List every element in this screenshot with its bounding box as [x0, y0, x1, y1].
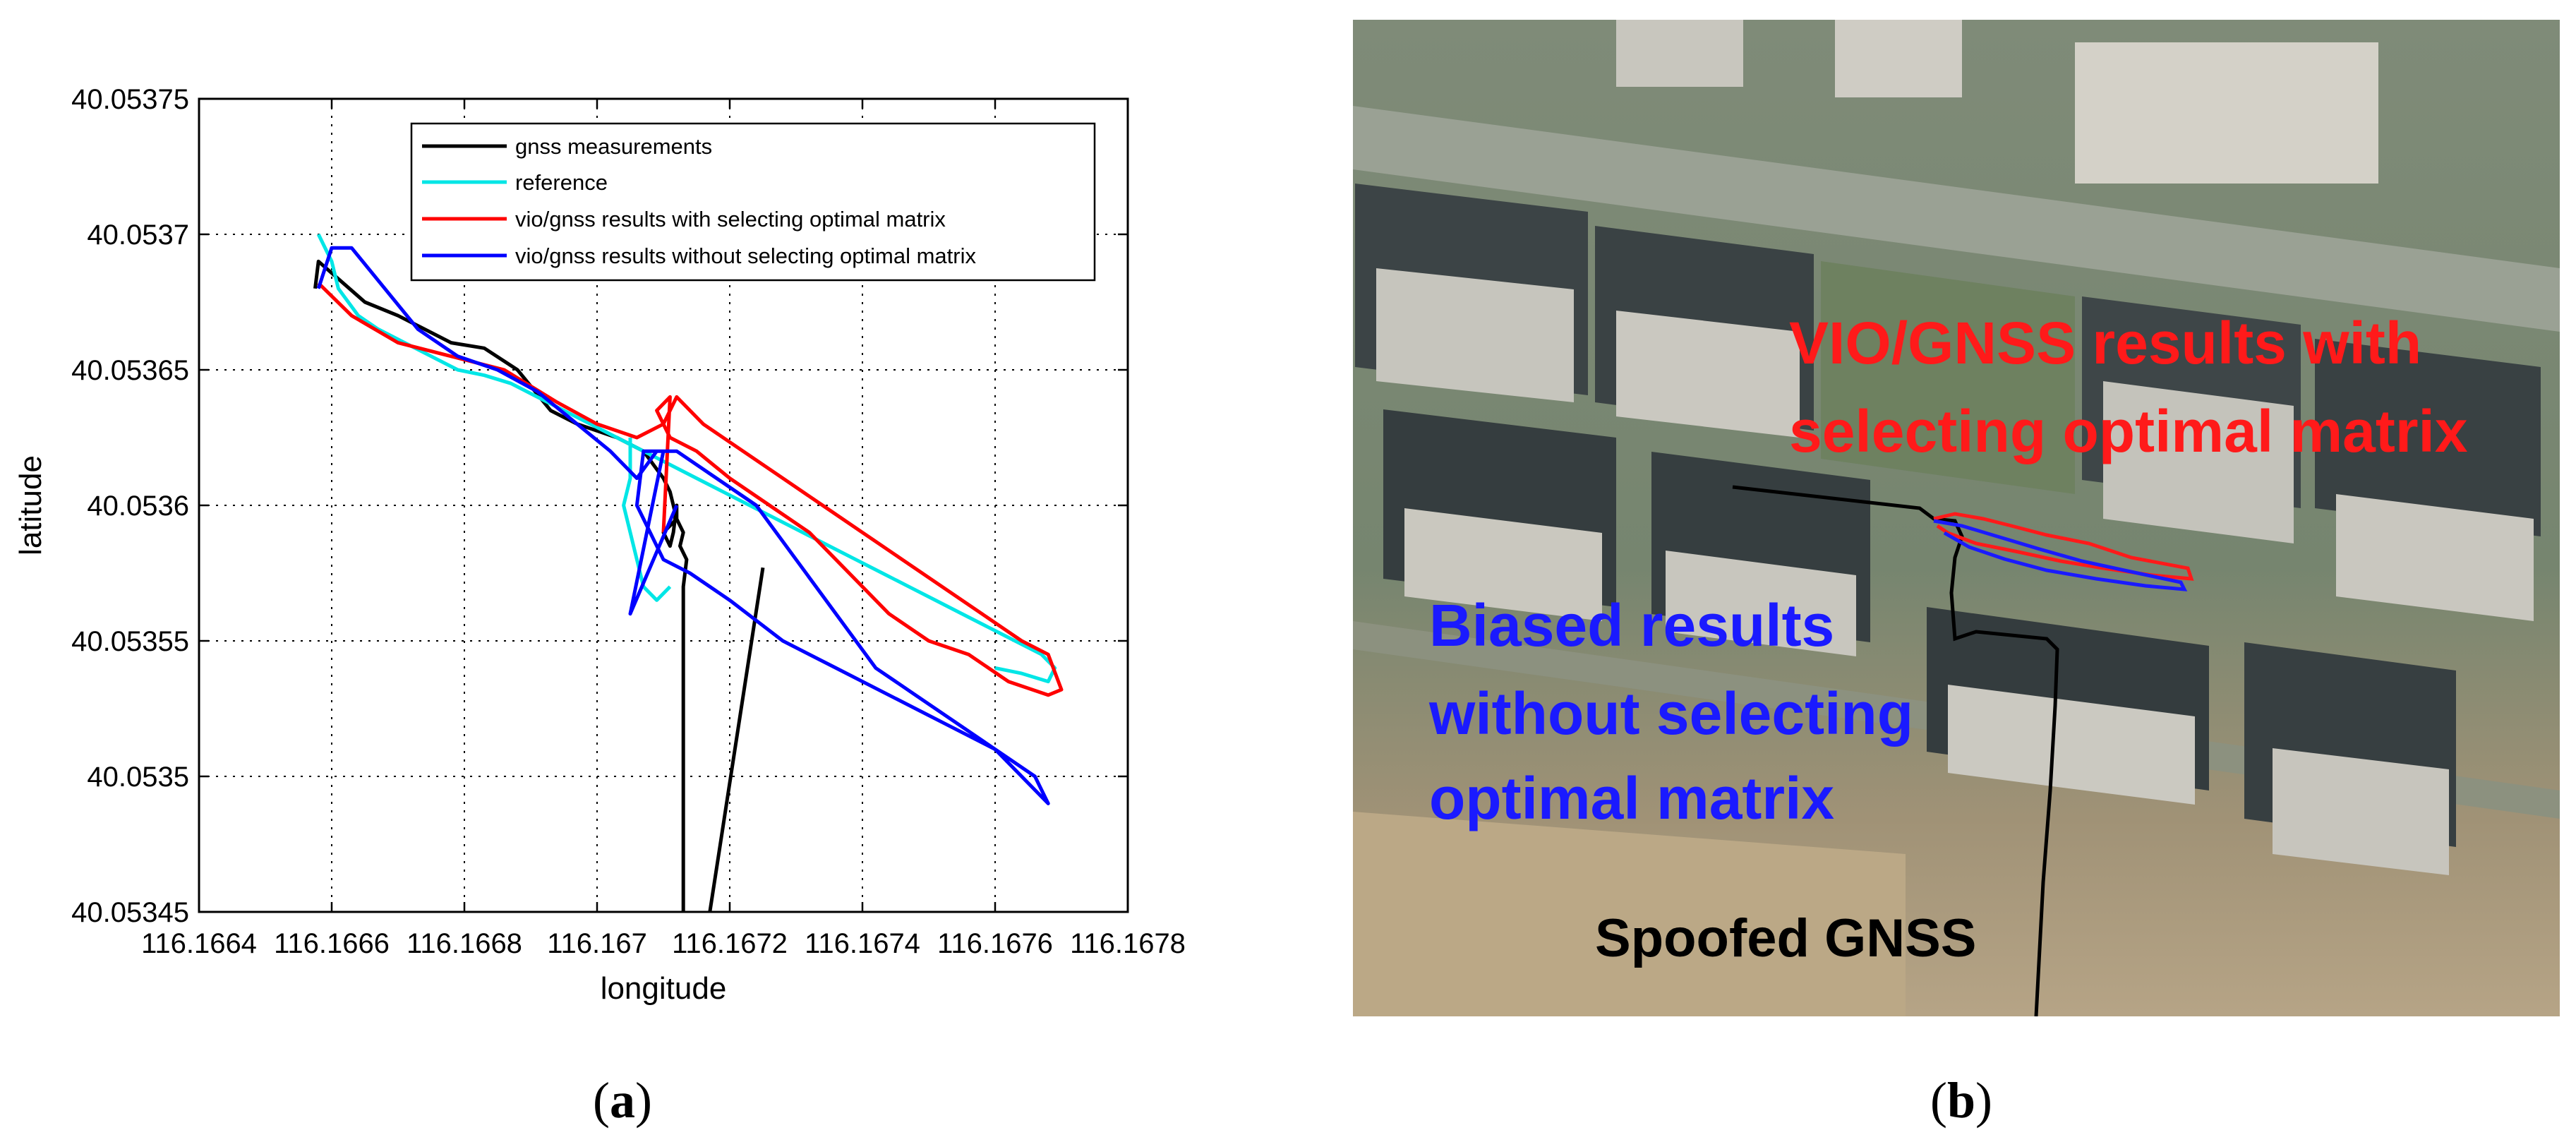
legend-label-without-optimal: vio/gnss results without selecting optim…	[515, 244, 976, 268]
x-tick-label: 116.1676	[937, 928, 1053, 959]
map-annotation-spoofed-gnss: Spoofed GNSS	[1595, 908, 1976, 968]
y-tick-label: 40.05355	[71, 626, 189, 657]
map-trajectory-with-optimal	[1933, 512, 2194, 581]
x-tick-label: 116.1666	[274, 928, 390, 959]
series-with-optimal-matrix	[317, 282, 1064, 697]
series-reference-segment	[622, 438, 672, 602]
series-gnss-measurements-segment	[708, 567, 765, 912]
x-tick-label: 116.1678	[1070, 928, 1186, 959]
map-trajectory-spoofed-gnss	[1732, 485, 2059, 1016]
panel-label-a-letter: a	[609, 1072, 635, 1129]
map-building	[1376, 268, 1574, 402]
y-tick-label: 40.0537	[87, 220, 189, 251]
x-tick-label: 116.1664	[141, 928, 257, 959]
map-building	[1666, 551, 1856, 656]
map-building	[2075, 42, 2378, 184]
legend-label-reference: reference	[515, 170, 608, 195]
x-tick-label: 116.1674	[805, 928, 920, 959]
y-tick-label: 40.0535	[87, 762, 189, 793]
y-tick-label: 40.05365	[71, 355, 189, 386]
x-axis-label: longitude	[601, 971, 727, 1006]
series-gnss-measurements	[313, 259, 689, 912]
map-annotation-biased-line2: without selecting	[1428, 680, 1913, 747]
y-axis-label: latitude	[13, 455, 48, 555]
panel-label-b: (b)	[1930, 1072, 1993, 1129]
map-building	[1404, 508, 1602, 621]
panel-label-b-letter: b	[1946, 1072, 1976, 1129]
map-building	[1948, 685, 2195, 805]
map-park	[1821, 261, 2075, 494]
y-tick-label: 40.05375	[71, 84, 189, 115]
map-annotation-with-optimal-line2: selecting optimal matrix	[1789, 398, 2468, 464]
map-building	[1616, 20, 1743, 87]
x-tick-label: 116.167	[547, 928, 647, 959]
map-building	[2273, 748, 2449, 875]
series-lines	[313, 233, 1064, 912]
x-tick-label: 116.1668	[407, 928, 522, 959]
map-dirt	[1353, 812, 1906, 1016]
panel-label-a: (a)	[593, 1072, 652, 1129]
map-annotation-biased-line1: Biased results	[1429, 592, 1834, 659]
map-annotation-with-optimal-line1: VIO/GNSS results with	[1789, 310, 2421, 376]
x-tick-label: 116.1672	[672, 928, 788, 959]
map-building	[1616, 311, 1800, 438]
map-road-diagonal	[1353, 106, 2560, 332]
legend: gnss measurements reference vio/gnss res…	[410, 122, 1096, 282]
y-tick-label: 40.0536	[87, 491, 189, 522]
series-without-optimal-matrix	[316, 246, 1050, 805]
y-tick-label: 40.05345	[71, 897, 189, 928]
satellite-map: VIO/GNSS results with selecting optimal …	[1353, 20, 2560, 1016]
map-building	[2315, 339, 2541, 536]
legend-label-with-optimal: vio/gnss results with selecting optimal …	[515, 207, 946, 232]
map-building	[2103, 381, 2294, 543]
map-annotation-biased-line3: optimal matrix	[1429, 765, 1834, 831]
map-trajectory-without-optimal	[1933, 519, 2188, 591]
trajectory-chart: 116.1664 116.1666 116.1668 116.167 116.1672 1…	[13, 84, 1186, 1006]
legend-box	[410, 122, 1096, 282]
map-building	[1835, 20, 1962, 97]
map-building	[2336, 494, 2534, 621]
legend-label-gnss: gnss measurements	[515, 134, 712, 159]
axis-ticks: 116.1664 116.1666 116.1668 116.167 116.1672 1…	[71, 84, 1186, 959]
